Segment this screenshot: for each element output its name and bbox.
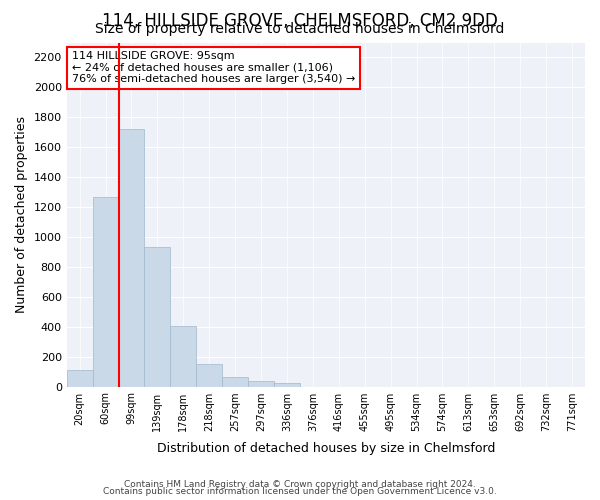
Bar (248, 382, 274, 386)
Bar (222, 377, 248, 386)
Bar (145, 246, 170, 386)
Y-axis label: Number of detached properties: Number of detached properties (15, 116, 28, 313)
Bar (67, 370, 92, 386)
Bar (170, 326, 196, 386)
X-axis label: Distribution of detached houses by size in Chelmsford: Distribution of detached houses by size … (157, 442, 495, 455)
Bar (119, 130, 145, 386)
Text: Contains HM Land Registry data © Crown copyright and database right 2024.: Contains HM Land Registry data © Crown c… (124, 480, 476, 489)
Bar (274, 383, 300, 386)
Bar (92, 198, 119, 386)
Text: Size of property relative to detached houses in Chelmsford: Size of property relative to detached ho… (95, 22, 505, 36)
Text: 114 HILLSIDE GROVE: 95sqm
← 24% of detached houses are smaller (1,106)
76% of se: 114 HILLSIDE GROVE: 95sqm ← 24% of detac… (72, 51, 355, 84)
Text: Contains public sector information licensed under the Open Government Licence v3: Contains public sector information licen… (103, 488, 497, 496)
Text: 114, HILLSIDE GROVE, CHELMSFORD, CM2 9DD: 114, HILLSIDE GROVE, CHELMSFORD, CM2 9DD (102, 12, 498, 30)
Bar (196, 364, 222, 386)
